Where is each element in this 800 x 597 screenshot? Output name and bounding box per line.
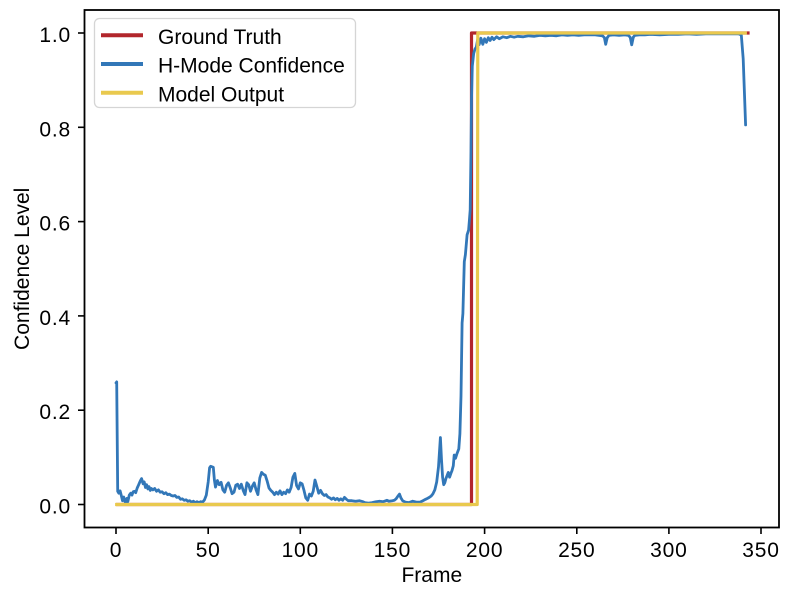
svg-text:350: 350 bbox=[742, 539, 779, 562]
svg-text:100: 100 bbox=[282, 539, 319, 562]
svg-text:Frame: Frame bbox=[401, 564, 462, 587]
svg-text:H-Mode Confidence: H-Mode Confidence bbox=[158, 55, 345, 78]
svg-text:200: 200 bbox=[466, 539, 503, 562]
svg-text:250: 250 bbox=[558, 539, 595, 562]
svg-text:0.4: 0.4 bbox=[39, 307, 71, 330]
svg-text:0.0: 0.0 bbox=[39, 496, 71, 519]
svg-text:50: 50 bbox=[196, 539, 221, 562]
svg-text:1.0: 1.0 bbox=[39, 24, 71, 47]
svg-text:300: 300 bbox=[650, 539, 687, 562]
svg-text:Model Output: Model Output bbox=[158, 83, 284, 106]
svg-text:Confidence Level: Confidence Level bbox=[11, 188, 34, 350]
svg-text:0: 0 bbox=[110, 539, 122, 562]
svg-text:0.6: 0.6 bbox=[39, 213, 71, 236]
svg-text:0.2: 0.2 bbox=[39, 401, 71, 424]
svg-text:Ground Truth: Ground Truth bbox=[158, 26, 282, 49]
svg-text:150: 150 bbox=[374, 539, 411, 562]
svg-text:0.8: 0.8 bbox=[39, 118, 71, 141]
